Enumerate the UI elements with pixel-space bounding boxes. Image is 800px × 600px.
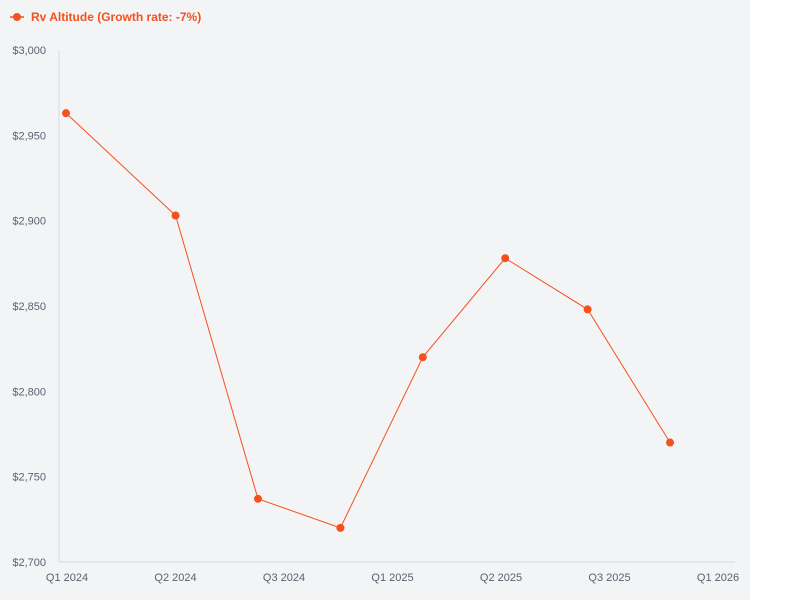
legend-dot-marker	[13, 13, 21, 21]
data-point[interactable]	[418, 353, 427, 362]
data-point[interactable]	[583, 305, 592, 314]
x-tick-label: Q3 2024	[263, 572, 305, 584]
y-tick-label: $2,800	[12, 386, 46, 398]
x-tick-label: Q1 2025	[371, 572, 413, 584]
x-tick-label: Q2 2024	[154, 572, 196, 584]
data-point[interactable]	[62, 109, 70, 118]
x-tick-label: Q1 2024	[46, 572, 88, 584]
data-point[interactable]	[501, 254, 510, 263]
legend[interactable]: Rv Altitude (Growth rate: -7%)	[10, 10, 201, 24]
y-tick-label: $2,700	[12, 557, 46, 569]
data-point[interactable]	[666, 438, 675, 447]
chart-container: Rv Altitude (Growth rate: -7%) $2,700 $2,…	[0, 0, 750, 600]
x-tick-label: Q3 2025	[588, 572, 630, 584]
y-tick-label: $2,850	[12, 301, 46, 313]
data-point[interactable]	[336, 523, 345, 532]
x-tick-label: Q1 2026	[697, 572, 739, 584]
y-tick-label: $3,000	[12, 45, 46, 57]
data-point[interactable]	[253, 494, 262, 503]
x-axis-ticks: Q1 2024 Q2 2024 Q3 2024 Q1 2025 Q2 2025 Q3 20…	[46, 572, 739, 584]
y-axis-ticks: $2,700 $2,750 $2,800 $2,850 $2,900 $2,950 $3,0…	[12, 45, 46, 569]
x-tick-label: Q2 2025	[480, 572, 522, 584]
axes	[58, 50, 735, 563]
series-line	[65, 112, 671, 529]
legend-label: Rv Altitude (Growth rate: -7%)	[31, 10, 201, 24]
y-tick-label: $2,900	[12, 216, 46, 228]
series-layer	[62, 109, 675, 532]
data-point[interactable]	[171, 211, 180, 220]
y-tick-label: $2,750	[12, 472, 46, 484]
line-chart: Rv Altitude (Growth rate: -7%) $2,700$2,…	[10, 10, 739, 584]
y-tick-label: $2,950	[12, 130, 46, 142]
